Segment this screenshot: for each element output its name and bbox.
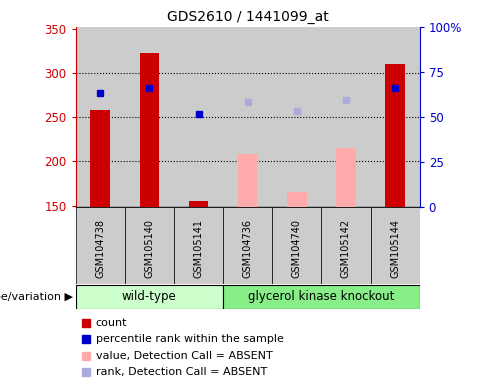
- Bar: [386, 64, 405, 207]
- Text: value, Detection Call = ABSENT: value, Detection Call = ABSENT: [96, 351, 272, 361]
- Text: GSM105141: GSM105141: [194, 219, 203, 278]
- Text: glycerol kinase knockout: glycerol kinase knockout: [248, 290, 395, 303]
- Bar: [322, 207, 370, 284]
- Bar: [370, 27, 420, 207]
- Bar: [223, 207, 272, 284]
- Bar: [370, 207, 420, 284]
- Bar: [125, 27, 174, 207]
- Bar: [125, 207, 174, 284]
- Bar: [174, 27, 223, 207]
- Bar: [238, 154, 258, 207]
- Text: count: count: [96, 318, 127, 328]
- Bar: [174, 207, 223, 284]
- Title: GDS2610 / 1441099_at: GDS2610 / 1441099_at: [167, 10, 328, 25]
- Text: GSM105144: GSM105144: [390, 219, 400, 278]
- Text: rank, Detection Call = ABSENT: rank, Detection Call = ABSENT: [96, 367, 267, 377]
- Bar: [76, 285, 223, 309]
- Bar: [322, 27, 370, 207]
- Bar: [272, 27, 322, 207]
- Bar: [76, 27, 125, 207]
- Text: GSM104740: GSM104740: [292, 219, 302, 278]
- Text: GSM104738: GSM104738: [95, 219, 105, 278]
- Text: genotype/variation ▶: genotype/variation ▶: [0, 291, 73, 302]
- Bar: [140, 53, 159, 207]
- Text: GSM104736: GSM104736: [243, 219, 253, 278]
- Bar: [223, 285, 420, 309]
- Text: wild-type: wild-type: [122, 290, 177, 303]
- Text: GSM105142: GSM105142: [341, 219, 351, 278]
- Bar: [189, 201, 208, 207]
- Bar: [90, 110, 110, 207]
- Bar: [76, 207, 125, 284]
- Text: percentile rank within the sample: percentile rank within the sample: [96, 334, 284, 344]
- Bar: [336, 148, 356, 207]
- Text: GSM105140: GSM105140: [144, 219, 154, 278]
- Bar: [223, 27, 272, 207]
- Bar: [272, 207, 322, 284]
- Bar: [287, 192, 306, 207]
